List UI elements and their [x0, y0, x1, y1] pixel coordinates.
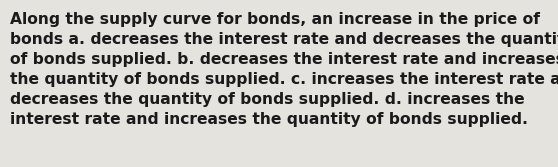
- Text: Along the supply curve for bonds, an increase in the price of
bonds a. decreases: Along the supply curve for bonds, an inc…: [10, 12, 558, 127]
